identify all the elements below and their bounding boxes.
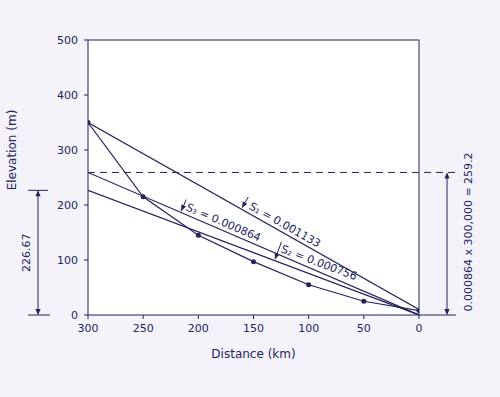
- x-tick: [363, 315, 364, 319]
- y-tick: [84, 150, 88, 151]
- slope-label-arrow: [181, 199, 186, 210]
- chart-root: 3002502001501005000100200300400500Distan…: [0, 0, 500, 397]
- x-tick-label: 150: [243, 322, 264, 335]
- y-axis-label: Elevation (m): [5, 110, 19, 191]
- dimension-arrowhead: [35, 309, 40, 315]
- y-tick-label: 500: [57, 34, 78, 47]
- profile-point: [141, 194, 146, 199]
- slope-label-arrowhead: [275, 253, 280, 260]
- reference-line: [88, 172, 456, 173]
- bracket-arrowhead: [444, 309, 449, 315]
- x-tick-label: 100: [298, 322, 319, 335]
- y-tick: [84, 95, 88, 96]
- dimension-bracket: [38, 191, 39, 314]
- slope-label-arrow: [242, 197, 248, 208]
- y-tick-label: 400: [57, 89, 78, 102]
- slope-line: [88, 190, 419, 315]
- y-tick-label: 200: [57, 199, 78, 212]
- x-tick: [419, 315, 420, 319]
- x-tick: [198, 315, 199, 319]
- profile-point: [251, 259, 256, 264]
- y-tick: [84, 40, 88, 41]
- slope-label-arrowhead: [181, 204, 186, 211]
- slope-line: [88, 123, 419, 310]
- y-tick: [84, 205, 88, 206]
- slope-label: S₃ = 0.000864: [184, 201, 263, 245]
- dimension-stub: [28, 315, 50, 316]
- x-tick: [88, 315, 89, 319]
- slope-label: S₂ = 0.000756: [279, 243, 359, 283]
- profile-point: [306, 282, 311, 287]
- slope-label-arrowhead: [242, 201, 247, 208]
- slope-line: [88, 172, 419, 315]
- x-tick-label: 0: [416, 322, 423, 335]
- profile-point: [417, 308, 420, 313]
- y-tick-label: 0: [71, 309, 78, 322]
- y-tick: [84, 315, 88, 316]
- y-tick-label: 300: [57, 144, 78, 157]
- x-axis-label: Distance (km): [211, 347, 295, 361]
- profile-point: [196, 233, 201, 238]
- plot-frame: [88, 40, 419, 315]
- x-tick-label: 200: [188, 322, 209, 335]
- x-tick: [253, 315, 254, 319]
- x-tick: [308, 315, 309, 319]
- slope-label-arrow: [275, 242, 282, 259]
- dimension-label: 226.67: [20, 233, 33, 272]
- x-tick-label: 50: [357, 322, 371, 335]
- bracket-stub: [419, 315, 456, 316]
- x-tick: [143, 315, 144, 319]
- reference-label: 0.000864 x 300,000 = 259.2: [462, 152, 475, 311]
- y-tick: [84, 260, 88, 261]
- profile-point: [88, 120, 91, 125]
- reference-bracket: [447, 173, 448, 314]
- y-tick-label: 100: [57, 254, 78, 267]
- bracket-arrowhead: [444, 172, 449, 178]
- profile-line: [88, 123, 419, 311]
- plot-data: [88, 120, 419, 315]
- dimension-arrowhead: [35, 190, 40, 196]
- x-tick-label: 300: [78, 322, 99, 335]
- profile-point: [361, 299, 366, 304]
- x-tick-label: 250: [133, 322, 154, 335]
